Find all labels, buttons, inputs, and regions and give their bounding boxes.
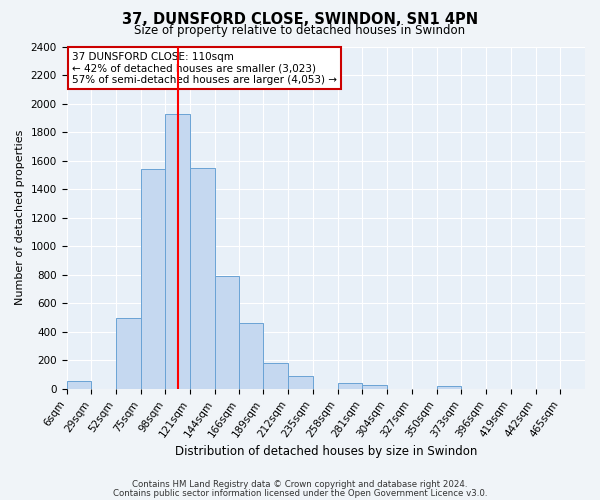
Bar [190,168,215,389]
Bar [67,381,91,389]
Bar [215,276,239,389]
Bar [437,386,461,389]
Bar [141,169,166,389]
Text: 37, DUNSFORD CLOSE, SWINDON, SN1 4PN: 37, DUNSFORD CLOSE, SWINDON, SN1 4PN [122,12,478,28]
Bar [166,114,190,389]
Bar [239,324,263,389]
Bar [338,384,362,389]
Text: Size of property relative to detached houses in Swindon: Size of property relative to detached ho… [134,24,466,37]
Bar [288,376,313,389]
Bar [116,318,141,389]
Bar [362,386,387,389]
Y-axis label: Number of detached properties: Number of detached properties [15,130,25,306]
Text: Contains HM Land Registry data © Crown copyright and database right 2024.: Contains HM Land Registry data © Crown c… [132,480,468,489]
Bar [263,362,288,389]
Text: 37 DUNSFORD CLOSE: 110sqm
← 42% of detached houses are smaller (3,023)
57% of se: 37 DUNSFORD CLOSE: 110sqm ← 42% of detac… [72,52,337,85]
Text: Contains public sector information licensed under the Open Government Licence v3: Contains public sector information licen… [113,490,487,498]
X-axis label: Distribution of detached houses by size in Swindon: Distribution of detached houses by size … [175,444,477,458]
